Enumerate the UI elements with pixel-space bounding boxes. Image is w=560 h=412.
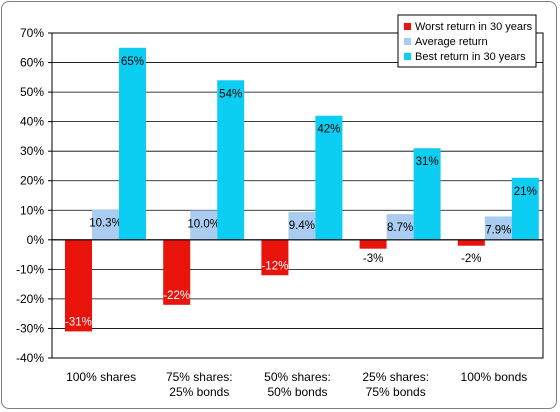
y-tick-label: -40% bbox=[16, 351, 44, 365]
data-label: 7.9% bbox=[485, 224, 511, 236]
data-label: 9.4% bbox=[289, 220, 315, 232]
data-label: 42% bbox=[317, 124, 340, 136]
bar bbox=[163, 239, 191, 305]
data-label: -22% bbox=[163, 290, 190, 302]
bar bbox=[386, 214, 414, 240]
bar bbox=[484, 216, 512, 240]
data-label: -31% bbox=[65, 316, 92, 328]
x-tick-label: 100% shares bbox=[66, 370, 136, 384]
legend-box bbox=[397, 14, 537, 68]
legend-swatch bbox=[404, 38, 411, 45]
data-label: 10.3% bbox=[89, 217, 122, 229]
bar bbox=[119, 47, 146, 240]
y-tick-label: 20% bbox=[20, 174, 44, 188]
y-tick-label: -30% bbox=[16, 321, 44, 335]
bar bbox=[217, 80, 245, 240]
data-label: -12% bbox=[261, 260, 288, 272]
data-label: 21% bbox=[514, 186, 537, 198]
x-tick-label: 50% shares: bbox=[264, 370, 331, 384]
data-label: 31% bbox=[416, 156, 439, 168]
y-tick-label: -20% bbox=[16, 292, 44, 306]
y-tick-label: 70% bbox=[20, 26, 44, 40]
data-label: -3% bbox=[363, 253, 383, 265]
y-tick-label: 40% bbox=[20, 115, 44, 129]
bar bbox=[359, 239, 387, 249]
bar bbox=[315, 115, 343, 240]
bar bbox=[190, 210, 218, 240]
legend-label: Average return bbox=[415, 36, 488, 48]
bar bbox=[511, 177, 539, 240]
bar bbox=[288, 212, 316, 240]
y-tick-label: 0% bbox=[27, 233, 45, 247]
y-tick-label: 50% bbox=[20, 85, 44, 99]
data-label: 54% bbox=[219, 88, 242, 100]
bar bbox=[457, 239, 485, 246]
legend-label: Best return in 30 years bbox=[415, 51, 526, 63]
y-tick-label: 30% bbox=[20, 144, 44, 158]
x-tick-label: 75% bonds bbox=[366, 385, 426, 399]
x-tick-label: 25% bonds bbox=[169, 385, 229, 399]
y-tick-label: 10% bbox=[20, 203, 44, 217]
bar bbox=[261, 239, 289, 276]
bar bbox=[413, 148, 441, 240]
data-label: 65% bbox=[121, 56, 144, 68]
bar bbox=[65, 239, 92, 332]
bar bbox=[92, 209, 119, 240]
y-tick-label: 60% bbox=[20, 56, 44, 70]
x-tick-label: 75% shares: bbox=[166, 370, 233, 384]
plot-area-border bbox=[51, 32, 544, 359]
data-label: -2% bbox=[461, 253, 481, 265]
x-tick-label: 100% bonds bbox=[461, 370, 528, 384]
x-tick-label: 25% shares: bbox=[362, 370, 429, 384]
legend-swatch bbox=[404, 53, 411, 60]
x-tick-label: 50% bonds bbox=[267, 385, 327, 399]
y-tick-label: -10% bbox=[16, 262, 44, 276]
legend-label: Worst return in 30 years bbox=[415, 21, 533, 33]
data-label: 8.7% bbox=[387, 222, 413, 234]
legend-swatch bbox=[404, 23, 411, 30]
data-label: 10.0% bbox=[187, 218, 220, 230]
